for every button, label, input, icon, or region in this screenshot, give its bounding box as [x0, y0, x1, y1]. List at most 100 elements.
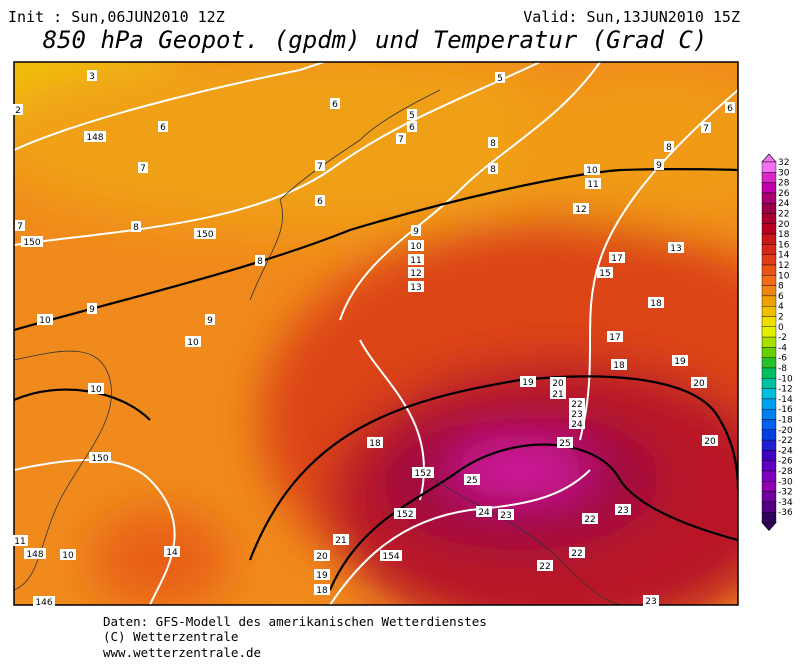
contour-label: 10 — [39, 316, 51, 326]
contour-label-box — [550, 388, 566, 399]
contour-label-box — [702, 435, 718, 446]
contour-label-box — [550, 377, 566, 388]
colorbar-swatch — [761, 481, 777, 492]
colorbar-swatch — [761, 470, 777, 482]
colorbar-label: -4 — [778, 343, 787, 353]
contour-label: 23 — [500, 511, 511, 521]
map-title: 850 hPa Geopot. (gpdm) und Temperatur (G… — [43, 26, 708, 54]
contour-label-box — [520, 376, 536, 387]
contour-label: 10 — [586, 166, 598, 176]
contour-label-box — [569, 408, 585, 419]
isotherms — [14, 168, 738, 591]
contour-label-box — [15, 220, 25, 231]
colorbar-swatch — [761, 357, 777, 369]
colorbar-swatch — [761, 244, 777, 255]
colorbar-label: 0 — [778, 323, 784, 333]
footer-line: (C) Wetterzentrale — [103, 629, 238, 644]
colorbar-swatch — [761, 501, 777, 513]
contour-label-box — [668, 242, 684, 253]
contour-label-box — [408, 281, 424, 292]
contour-label: 18 — [650, 299, 662, 309]
contour-label-box — [367, 437, 383, 448]
contour-label-box — [407, 109, 417, 120]
contour-label-box — [21, 236, 43, 247]
colorbar-swatch — [761, 419, 777, 431]
contour-label-box — [194, 228, 216, 239]
colorbar-swatch — [761, 460, 777, 472]
contour-label: 7 — [317, 162, 323, 172]
contour-label-box — [725, 102, 735, 113]
colorbar-swatch — [761, 316, 777, 328]
colorbar-label: 32 — [778, 158, 789, 168]
colorbar-label: -18 — [778, 416, 793, 426]
contour-label-box — [607, 331, 623, 342]
colorbar-label: 8 — [778, 282, 784, 292]
colorbar-label: 12 — [778, 261, 789, 271]
contour-label-box — [131, 221, 141, 232]
colorbar-label: 10 — [778, 271, 790, 281]
colorbar-swatch — [761, 182, 777, 194]
colorbar-swatch — [761, 285, 777, 297]
colorbar-label: -14 — [778, 395, 793, 405]
colorbar-label: -2 — [778, 333, 787, 343]
contour-label-box — [408, 240, 424, 251]
contour-label: 152 — [414, 469, 431, 479]
contour-label-box — [584, 164, 600, 175]
contour-label: 150 — [23, 238, 40, 248]
contour-label: 6 — [727, 104, 733, 114]
colorbar-label: 16 — [778, 240, 790, 250]
contour-label-box — [643, 595, 659, 606]
colorbar-label: 2 — [778, 313, 784, 323]
colorbar-label: -28 — [778, 467, 793, 477]
contour-label-box — [87, 70, 97, 81]
contour-label: 10 — [410, 242, 422, 252]
colorbar-swatch — [761, 275, 777, 286]
contour-label: 18 — [369, 439, 381, 449]
footer-line: www.wetterzentrale.de — [103, 645, 261, 660]
temperature-shading — [14, 62, 738, 605]
contour-label-box — [701, 122, 711, 133]
contour-label: 15 — [599, 269, 610, 279]
contour-label: 146 — [35, 598, 52, 608]
contour-label-box — [314, 569, 330, 580]
contour-label: 22 — [571, 549, 582, 559]
contour-label-box — [495, 72, 505, 83]
colorbar-swatch — [761, 367, 777, 379]
colorbar-label: -6 — [778, 354, 787, 364]
contour-label: 154 — [382, 552, 399, 562]
shade-peak — [450, 442, 590, 498]
contour-label: 20 — [693, 379, 705, 389]
coastline — [249, 89, 441, 301]
contour-label: 17 — [609, 333, 620, 343]
contour-label-box — [412, 467, 434, 478]
contour-label: 18 — [613, 361, 625, 371]
contour-label-box — [573, 203, 589, 214]
contour-label-box — [84, 131, 106, 142]
contour-label: 22 — [539, 562, 550, 572]
colorbar-swatch — [761, 409, 777, 420]
contour-label: 10 — [62, 551, 74, 561]
contour-label-box — [314, 584, 330, 595]
contour-label: 14 — [166, 548, 178, 558]
colorbar: 32302826242220181614121086420-2-4-6-8-10… — [761, 153, 793, 531]
contour-label: 6 — [409, 123, 415, 133]
colorbar-label: 28 — [778, 179, 790, 189]
colorbar-swatch — [761, 161, 777, 173]
colorbar-swatch — [761, 378, 777, 389]
contour-label: 21 — [335, 536, 346, 546]
colorbar-swatch — [761, 306, 777, 317]
contour-label: 152 — [396, 510, 413, 520]
colorbar-label: 30 — [778, 168, 790, 178]
contour — [329, 469, 591, 605]
contour-label: 9 — [89, 305, 95, 315]
contour-label-box — [476, 506, 492, 517]
contour-label: 8 — [490, 139, 496, 149]
contour-label: 150 — [196, 230, 213, 240]
footer-line: Daten: GFS-Modell des amerikanischen Wet… — [103, 614, 487, 629]
colorbar-label: 14 — [778, 251, 790, 261]
colorbar-label: 24 — [778, 199, 790, 209]
colorbar-label: 26 — [778, 189, 790, 199]
contour — [14, 62, 541, 246]
contour-label: 18 — [316, 586, 328, 596]
